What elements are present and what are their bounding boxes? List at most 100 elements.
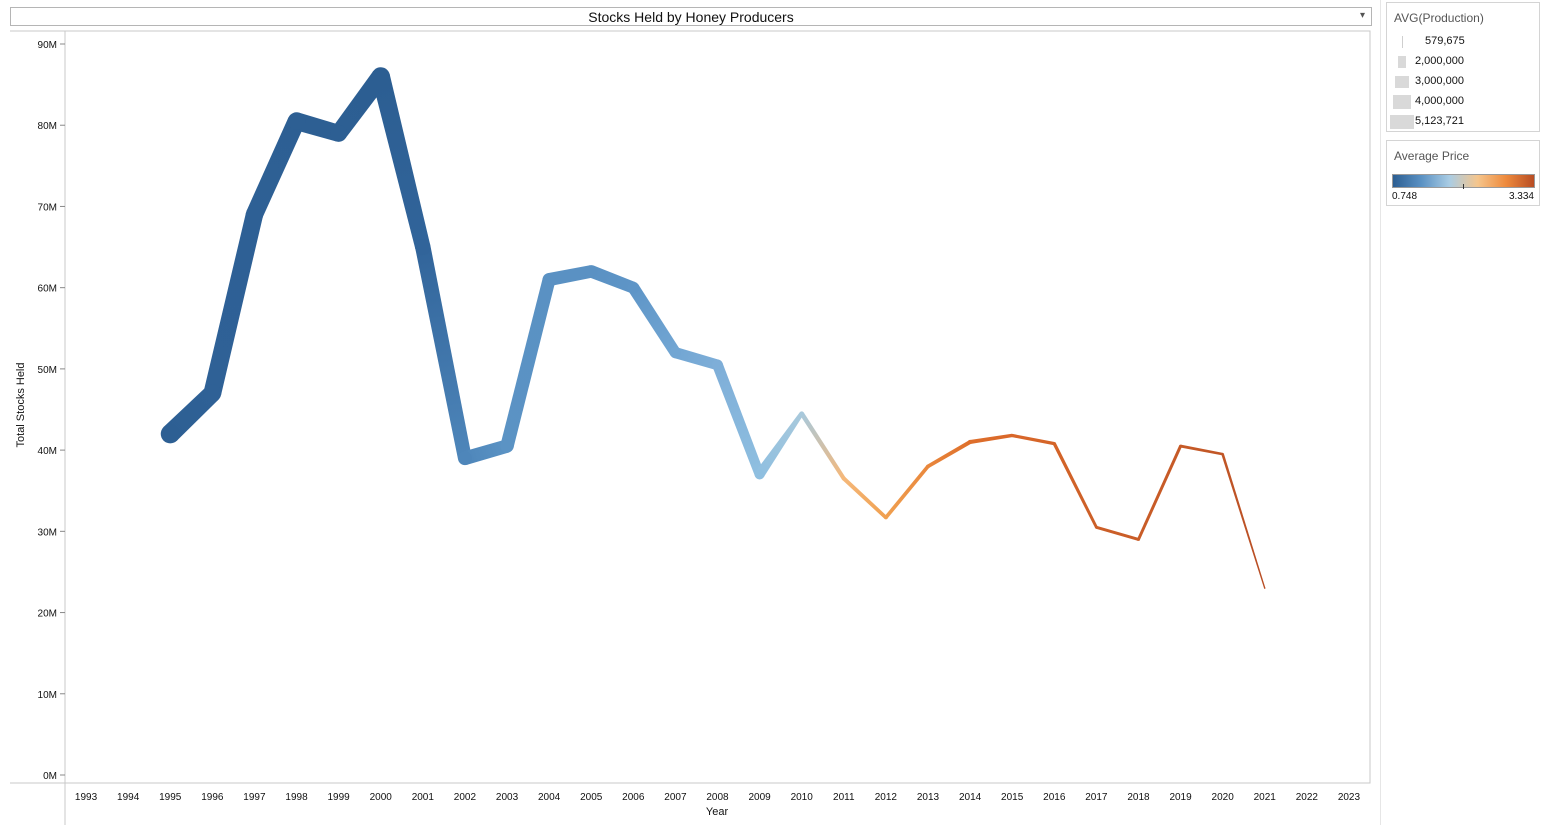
series-segment bbox=[927, 440, 972, 468]
series-segment bbox=[1221, 453, 1266, 589]
size-legend[interactable]: AVG(Production) 579,675 2,000,000 3,000,00… bbox=[1386, 2, 1540, 132]
x-tick-label: 2012 bbox=[875, 792, 898, 803]
size-legend-label: 579,675 bbox=[1425, 35, 1465, 47]
x-tick-label: 2011 bbox=[833, 792, 855, 803]
data-point bbox=[926, 464, 930, 469]
data-point bbox=[669, 347, 681, 359]
x-tick-label: 2002 bbox=[454, 792, 477, 803]
chart-title: Stocks Held by Honey Producers bbox=[588, 9, 794, 25]
data-point bbox=[627, 281, 640, 294]
x-tick-label: 2021 bbox=[1254, 792, 1277, 803]
size-legend-swatch bbox=[1397, 56, 1407, 68]
data-point bbox=[968, 439, 973, 445]
x-tick-label: 2022 bbox=[1296, 792, 1319, 803]
y-tick-label: 20M bbox=[38, 609, 57, 620]
series-segment bbox=[673, 347, 719, 370]
x-tick-label: 2010 bbox=[791, 792, 814, 803]
size-legend-item: 5,123,721 bbox=[1387, 113, 1537, 131]
size-legend-label: 4,000,000 bbox=[1415, 95, 1464, 107]
y-tick-label: 40M bbox=[38, 446, 57, 457]
size-legend-swatch bbox=[1395, 75, 1409, 89]
x-tick-label: 2020 bbox=[1212, 792, 1235, 803]
series-segment bbox=[628, 284, 681, 356]
data-point bbox=[754, 469, 765, 480]
x-tick-label: 2009 bbox=[748, 792, 771, 803]
x-tick-label: 2004 bbox=[538, 792, 561, 803]
series-segment bbox=[712, 362, 765, 477]
series-segment bbox=[755, 412, 804, 478]
series-segment bbox=[415, 245, 472, 460]
data-point bbox=[884, 515, 888, 520]
size-legend-item: 579,675 bbox=[1387, 33, 1537, 51]
size-legend-label: 5,123,721 bbox=[1415, 115, 1464, 127]
data-point bbox=[1136, 537, 1140, 541]
series-lines bbox=[160, 67, 1266, 589]
data-point bbox=[371, 67, 390, 86]
x-tick-label: 2005 bbox=[580, 792, 603, 803]
x-tick-label: 1999 bbox=[328, 792, 351, 803]
data-point bbox=[500, 439, 514, 453]
series-segment bbox=[547, 265, 593, 286]
data-point bbox=[799, 411, 804, 416]
y-tick-label: 70M bbox=[38, 202, 57, 213]
chevron-down-icon[interactable]: ▾ bbox=[1359, 10, 1365, 21]
y-tick-label: 0M bbox=[43, 771, 57, 782]
data-point bbox=[1010, 433, 1014, 438]
x-tick-label: 2015 bbox=[1001, 792, 1024, 803]
data-point bbox=[542, 273, 556, 287]
data-point bbox=[712, 359, 723, 371]
data-point bbox=[203, 384, 222, 403]
x-tick-label: 2019 bbox=[1169, 792, 1192, 803]
data-point bbox=[841, 476, 846, 481]
size-legend-label: 2,000,000 bbox=[1415, 55, 1464, 67]
series-segment bbox=[842, 477, 888, 519]
y-tick-label: 50M bbox=[38, 365, 57, 376]
x-tick-label: 2001 bbox=[412, 792, 435, 803]
axes: 0M 10M 20M 30M 40M 50M 60M 70M 80M 90M 1993 1994 199… bbox=[10, 30, 1371, 825]
x-tick-label: 2014 bbox=[959, 792, 982, 803]
color-legend-title: Average Price bbox=[1394, 149, 1470, 163]
panel-divider bbox=[1380, 0, 1381, 825]
series-segment bbox=[1137, 445, 1182, 541]
x-tick-label: 1998 bbox=[285, 792, 308, 803]
size-legend-swatch bbox=[1401, 36, 1403, 48]
y-axis-label: Total Stocks Held bbox=[15, 363, 27, 448]
series-segment bbox=[463, 439, 509, 465]
series-segment bbox=[294, 112, 341, 142]
x-tick-label: 1996 bbox=[201, 792, 224, 803]
y-tick-label: 10M bbox=[38, 690, 57, 701]
x-axis-label: Year bbox=[706, 806, 729, 818]
x-tick-label: 2023 bbox=[1338, 792, 1361, 803]
x-tick-label: 2000 bbox=[370, 792, 393, 803]
data-point bbox=[1052, 441, 1056, 446]
size-legend-item: 4,000,000 bbox=[1387, 93, 1537, 111]
chart-title-bar[interactable]: Stocks Held by Honey Producers ▾ bbox=[10, 7, 1372, 26]
plot-frame bbox=[64, 30, 1371, 784]
color-legend[interactable]: Average Price 0.748 3.334 bbox=[1386, 140, 1540, 206]
series-segment bbox=[1011, 433, 1055, 446]
size-legend-swatch bbox=[1390, 115, 1414, 129]
x-tick-label: 2018 bbox=[1127, 792, 1150, 803]
data-point bbox=[160, 424, 180, 444]
y-tick-label: 30M bbox=[38, 527, 57, 538]
data-point bbox=[1221, 452, 1224, 456]
series-segment bbox=[163, 386, 219, 441]
y-tick-label: 80M bbox=[38, 121, 57, 132]
series-segment bbox=[588, 265, 636, 294]
data-point bbox=[584, 265, 598, 278]
x-tick-label: 1993 bbox=[75, 792, 98, 803]
x-tick-label: 2008 bbox=[706, 792, 729, 803]
data-point bbox=[457, 451, 472, 466]
series-segment bbox=[203, 212, 263, 396]
series-segment bbox=[1096, 525, 1139, 541]
data-point bbox=[287, 112, 306, 131]
series-segment bbox=[969, 433, 1013, 444]
series-segment bbox=[500, 277, 556, 448]
x-tick-label: 2003 bbox=[496, 792, 519, 803]
x-tick-label: 2016 bbox=[1043, 792, 1066, 803]
size-legend-label: 3,000,000 bbox=[1415, 75, 1464, 87]
data-point bbox=[1264, 587, 1266, 589]
x-tick-label: 2013 bbox=[917, 792, 940, 803]
series-segment bbox=[371, 74, 431, 249]
data-point bbox=[415, 239, 431, 255]
